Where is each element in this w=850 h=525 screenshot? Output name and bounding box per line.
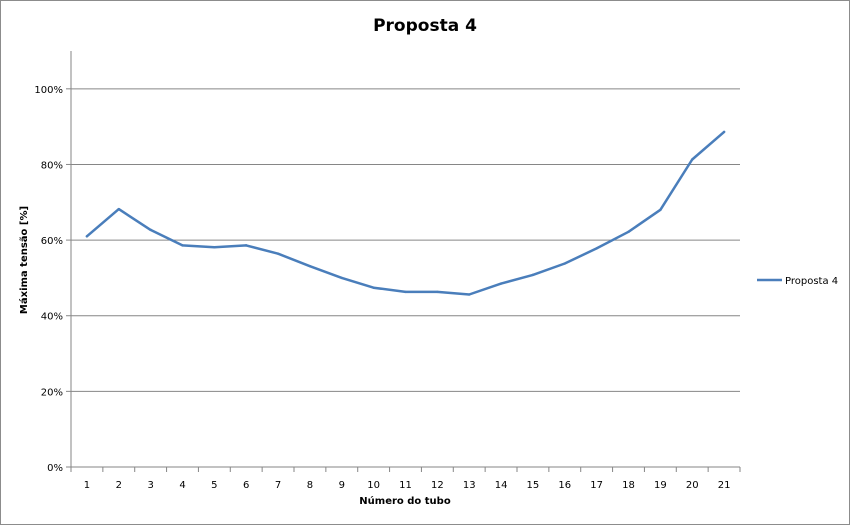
axes <box>70 51 741 472</box>
data-point <box>595 247 598 250</box>
series-line <box>85 130 726 296</box>
y-tick-label: 100% <box>34 85 63 96</box>
x-tick-label: 14 <box>495 480 508 491</box>
x-tick-label: 21 <box>718 480 731 491</box>
data-point <box>659 208 662 212</box>
x-tick-label: 9 <box>339 480 345 491</box>
data-point <box>245 244 248 247</box>
gridlines <box>66 88 740 468</box>
x-tick-label: 10 <box>367 480 380 491</box>
data-point <box>468 293 471 296</box>
x-tick-label: 13 <box>463 480 476 491</box>
legend-label: Proposta 4 <box>785 276 838 287</box>
data-point <box>627 230 630 233</box>
x-tick-label: 3 <box>147 480 153 491</box>
data-point <box>117 207 120 211</box>
data-point <box>340 276 343 280</box>
x-tick-label: 19 <box>654 480 667 491</box>
x-tick-label: 8 <box>307 480 313 491</box>
data-point <box>213 246 216 249</box>
y-tick-label: 40% <box>41 312 63 323</box>
x-tick-label: 6 <box>243 480 249 491</box>
data-point <box>722 130 726 134</box>
y-tick-labels: 0% 20% 40% 60% 80% 100% <box>34 85 63 474</box>
x-tick-label: 16 <box>558 480 571 491</box>
data-point <box>149 228 152 232</box>
data-point <box>404 290 407 294</box>
data-point <box>436 290 439 294</box>
legend: Proposta 4 <box>757 276 838 287</box>
y-axis-title: Máxima tensão [%] <box>18 206 30 314</box>
x-tick-label: 18 <box>622 480 635 491</box>
y-tick-label: 60% <box>41 236 63 247</box>
x-tick-label: 2 <box>116 480 122 491</box>
chart-title: Proposta 4 <box>373 16 477 36</box>
data-point <box>276 252 280 255</box>
x-tick-label: 11 <box>399 480 412 491</box>
y-tick-label: 0% <box>47 463 63 474</box>
x-axis-title: Número do tubo <box>359 495 451 507</box>
x-tick-label: 17 <box>590 480 603 491</box>
data-point <box>181 244 184 247</box>
data-point <box>563 262 566 265</box>
series-group <box>85 130 726 296</box>
x-tick-label: 7 <box>275 480 281 491</box>
x-tick-labels: 1 2 3 4 5 6 7 8 9 10 11 12 13 14 15 16 17 18 19 20 21 <box>84 480 731 491</box>
x-tick-label: 12 <box>431 480 444 491</box>
y-tick-label: 20% <box>41 387 63 398</box>
x-tick-label: 4 <box>179 480 185 491</box>
x-tick-label: 1 <box>84 480 90 491</box>
data-point <box>691 158 694 161</box>
data-point <box>85 235 89 238</box>
x-tick-label: 15 <box>527 480 540 491</box>
y-tick-label: 80% <box>41 160 63 171</box>
data-point <box>531 273 535 277</box>
x-tick-label: 20 <box>686 480 699 491</box>
data-point <box>308 264 312 268</box>
x-tick-label: 5 <box>211 480 217 491</box>
data-point <box>372 286 375 289</box>
data-point <box>499 282 503 285</box>
